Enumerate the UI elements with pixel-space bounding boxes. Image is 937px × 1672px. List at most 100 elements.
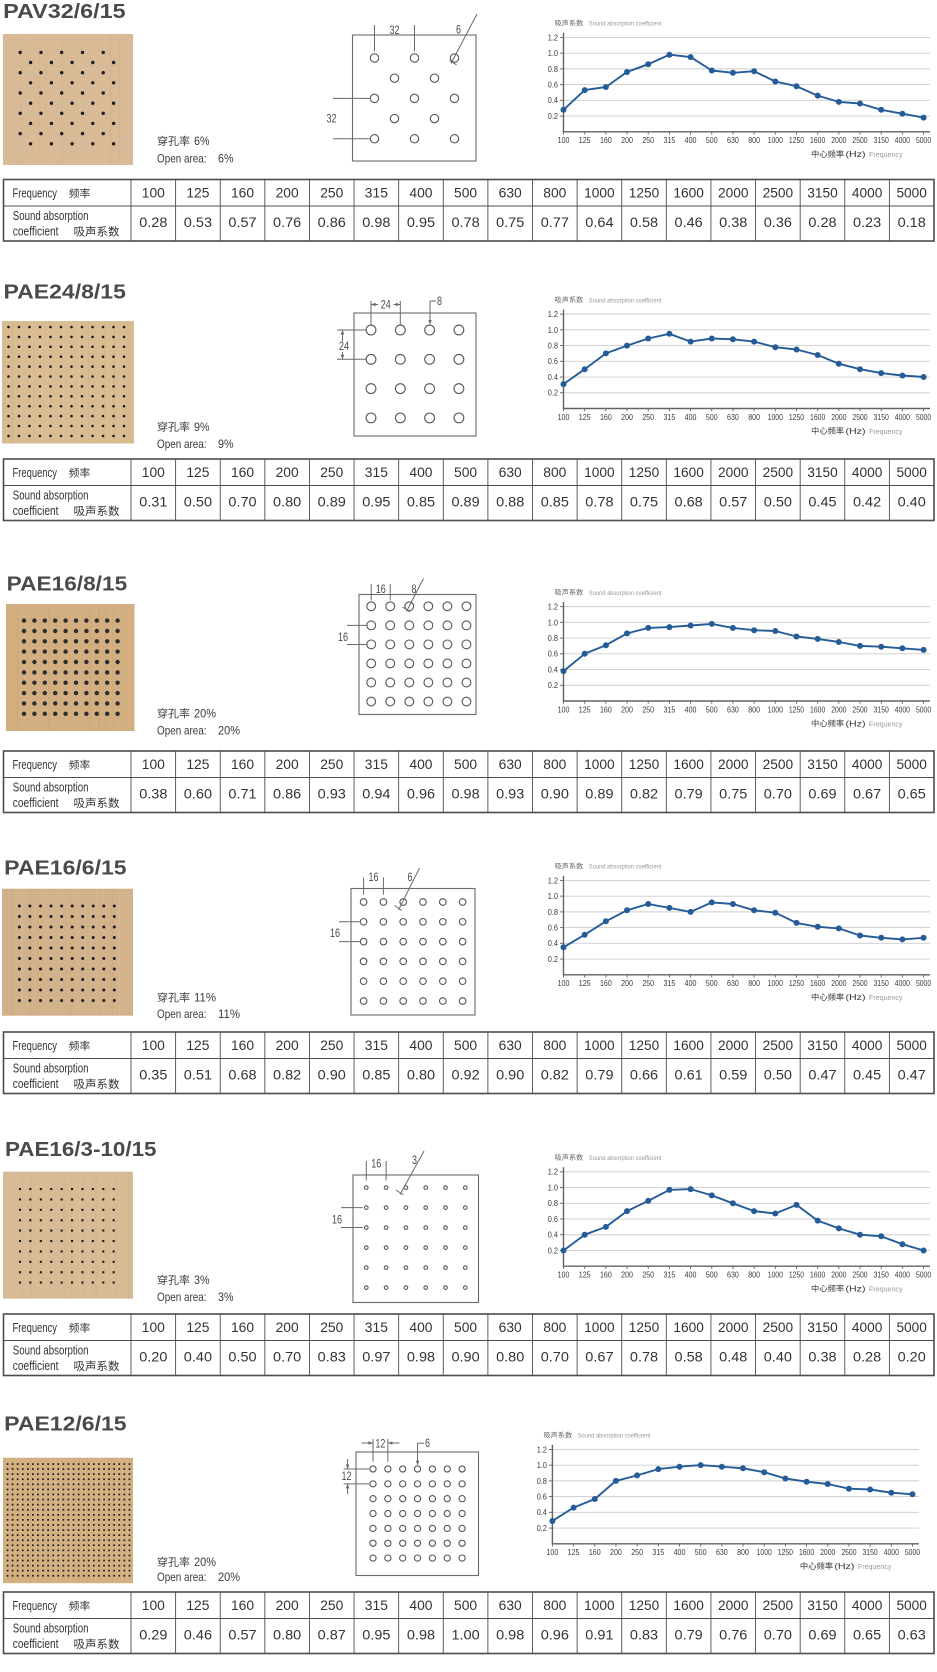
svg-text:coefficient: coefficient	[13, 503, 59, 518]
svg-text:1250: 1250	[629, 1597, 660, 1613]
svg-text:PAE12/6/15: PAE12/6/15	[4, 1413, 126, 1436]
svg-text:400: 400	[409, 1319, 432, 1335]
svg-text:2500: 2500	[852, 136, 868, 145]
svg-text:PAE16/6/15: PAE16/6/15	[4, 857, 126, 880]
svg-text:315: 315	[365, 184, 388, 200]
svg-text:0.89: 0.89	[318, 494, 346, 510]
svg-text:2500: 2500	[763, 1597, 794, 1613]
svg-text:500: 500	[454, 1597, 477, 1613]
svg-text:400: 400	[409, 1037, 432, 1053]
svg-text:315: 315	[365, 756, 388, 772]
svg-text:500: 500	[454, 1319, 477, 1335]
svg-text:Frequency: Frequency	[13, 1598, 58, 1613]
svg-text:0.8: 0.8	[548, 1199, 559, 1208]
svg-text:630: 630	[499, 1597, 522, 1613]
svg-text:1.2: 1.2	[548, 876, 559, 885]
svg-text:0.40: 0.40	[898, 494, 926, 510]
svg-text:315: 315	[365, 464, 388, 480]
svg-text:125: 125	[186, 464, 209, 480]
svg-text:2500: 2500	[763, 1037, 794, 1053]
svg-text:0.47: 0.47	[808, 1067, 836, 1083]
svg-text:1.2: 1.2	[537, 1445, 548, 1454]
svg-text:1000: 1000	[584, 756, 615, 772]
svg-text:500: 500	[454, 184, 477, 200]
svg-text:0.78: 0.78	[451, 214, 479, 230]
svg-text:400: 400	[685, 413, 697, 422]
svg-text:3150: 3150	[807, 756, 838, 772]
svg-text:1000: 1000	[768, 136, 784, 145]
svg-text:160: 160	[589, 1548, 601, 1557]
svg-text:1600: 1600	[673, 1319, 704, 1335]
svg-text:1600: 1600	[673, 756, 704, 772]
svg-text:0.92: 0.92	[451, 1067, 479, 1083]
svg-text:1250: 1250	[629, 756, 660, 772]
svg-text:0.64: 0.64	[585, 214, 613, 230]
svg-text:16: 16	[330, 928, 340, 940]
svg-text:800: 800	[748, 413, 760, 422]
svg-text:400: 400	[409, 756, 432, 772]
svg-text:0.85: 0.85	[407, 494, 435, 510]
svg-text:2000: 2000	[820, 1548, 836, 1557]
svg-text:1600: 1600	[673, 1037, 704, 1053]
svg-text:0.68: 0.68	[228, 1067, 256, 1083]
svg-text:0.75: 0.75	[630, 494, 658, 510]
svg-text:315: 315	[365, 1037, 388, 1053]
svg-text:2000: 2000	[831, 979, 847, 988]
svg-text:160: 160	[600, 1271, 612, 1280]
svg-text:2000: 2000	[831, 705, 847, 714]
svg-text:0.50: 0.50	[764, 1067, 792, 1083]
svg-text:16: 16	[332, 1215, 342, 1227]
svg-text:0.96: 0.96	[541, 1627, 569, 1643]
svg-text:3: 3	[412, 1155, 417, 1167]
svg-text:2500: 2500	[763, 756, 794, 772]
svg-text:Open area:: Open area:	[157, 724, 207, 738]
svg-text:0.78: 0.78	[630, 1349, 658, 1365]
svg-text:0.38: 0.38	[808, 1349, 836, 1365]
svg-text:0.60: 0.60	[184, 786, 212, 802]
svg-text:1.0: 1.0	[548, 49, 559, 58]
svg-text:0.86: 0.86	[318, 214, 346, 230]
svg-text:0.90: 0.90	[318, 1067, 346, 1083]
svg-text:800: 800	[737, 1548, 749, 1557]
svg-text:32: 32	[327, 114, 337, 126]
svg-text:200: 200	[621, 136, 633, 145]
svg-text:200: 200	[276, 1597, 299, 1613]
svg-text:0.95: 0.95	[407, 214, 435, 230]
svg-text:0.80: 0.80	[273, 1627, 301, 1643]
svg-text:250: 250	[320, 464, 343, 480]
svg-text:100: 100	[142, 1319, 165, 1335]
svg-text:250: 250	[320, 756, 343, 772]
svg-text:0.35: 0.35	[139, 1067, 167, 1083]
svg-text:0.67: 0.67	[585, 1349, 613, 1365]
svg-text:630: 630	[499, 184, 522, 200]
svg-text:0.6: 0.6	[548, 81, 559, 90]
svg-text:4000: 4000	[895, 979, 911, 988]
svg-text:5000: 5000	[916, 136, 932, 145]
svg-text:1600: 1600	[799, 1548, 815, 1557]
svg-text:1600: 1600	[673, 184, 704, 200]
svg-text:1000: 1000	[768, 413, 784, 422]
svg-text:160: 160	[231, 756, 254, 772]
svg-text:0.71: 0.71	[228, 786, 256, 802]
svg-text:9%: 9%	[218, 437, 234, 451]
svg-text:400: 400	[685, 705, 697, 714]
svg-text:4000: 4000	[852, 464, 883, 480]
svg-text:Sound absorption: Sound absorption	[13, 488, 89, 503]
svg-text:630: 630	[727, 413, 739, 422]
svg-text:1.0: 1.0	[548, 1183, 559, 1192]
svg-text:4000: 4000	[895, 413, 911, 422]
svg-text:Open area:: Open area:	[157, 1290, 207, 1304]
svg-text:0.6: 0.6	[548, 650, 559, 659]
svg-text:0.6: 0.6	[537, 1493, 548, 1502]
svg-text:1250: 1250	[789, 979, 805, 988]
svg-text:2500: 2500	[852, 979, 868, 988]
svg-text:125: 125	[579, 1271, 591, 1280]
svg-text:1.2: 1.2	[548, 603, 559, 612]
svg-text:1000: 1000	[584, 184, 615, 200]
svg-text:coefficient: coefficient	[13, 1636, 59, 1651]
svg-text:9%: 9%	[194, 420, 210, 434]
svg-text:250: 250	[320, 1319, 343, 1335]
svg-text:315: 315	[652, 1548, 664, 1557]
svg-text:315: 315	[664, 413, 676, 422]
svg-text:0.4: 0.4	[548, 96, 559, 105]
